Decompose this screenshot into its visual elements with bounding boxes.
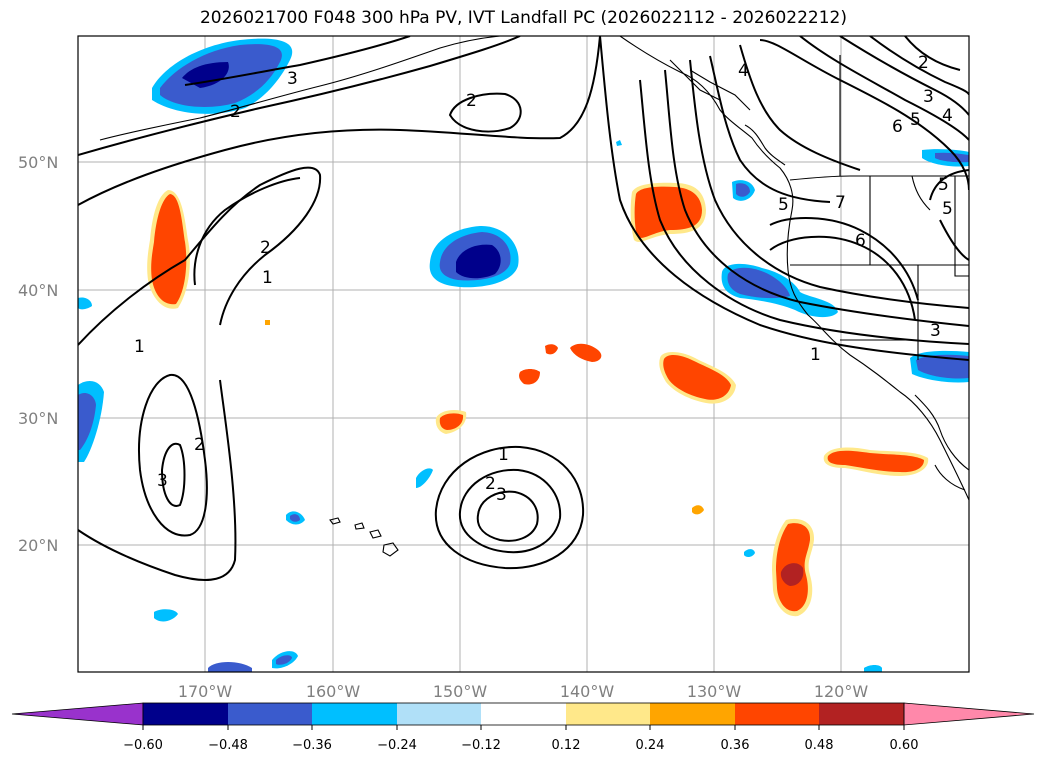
colorbar-tick: 0.24	[636, 738, 665, 753]
lon-label-120w: 120°W	[814, 682, 869, 701]
map-content: 3 2 2 2 1 1 2 3 1 2 3 4 5 6 7 6 5 3 1 2 …	[78, 36, 969, 672]
contour-label: 1	[134, 337, 145, 357]
pv-positive-anomalies	[147, 182, 929, 617]
map-title: 2026021700 F048 300 hPa PV, IVT Landfall…	[199, 8, 847, 28]
colorbar-seg-1	[228, 703, 312, 725]
contour-label: 3	[496, 485, 507, 505]
colorbar-seg-7	[735, 703, 819, 725]
contour-label: 2	[194, 435, 205, 455]
lon-label-160w: 160°W	[306, 682, 361, 701]
lat-label-20n: 20°N	[18, 536, 58, 555]
contour-label: 5	[778, 195, 789, 215]
colorbar-tick: 0.60	[890, 738, 919, 753]
contour-label: 4	[942, 106, 953, 126]
contour-label: 6	[892, 117, 903, 137]
contour-label: 2	[466, 91, 477, 111]
lon-label-140w: 140°W	[560, 682, 615, 701]
contour-label: 2	[918, 53, 929, 73]
map-frame	[77, 35, 970, 673]
colorbar-tick: 0.48	[805, 738, 834, 753]
lon-label-150w: 150°W	[433, 682, 488, 701]
colorbar-tick: −0.60	[123, 738, 163, 753]
colorbar: −0.60 −0.48 −0.36 −0.24 −0.12 0.12 0.24 …	[11, 702, 1035, 753]
colorbar-tick: −0.48	[208, 738, 248, 753]
colorbar-tick: 0.36	[721, 738, 750, 753]
contour-label: 5	[910, 110, 921, 130]
latitude-labels: 50°N 40°N 30°N 20°N	[18, 153, 58, 555]
contour-label: 3	[157, 471, 168, 491]
contour-label: 4	[738, 61, 749, 81]
colorbar-seg-3	[397, 703, 481, 725]
contour-label: 6	[855, 231, 866, 251]
contour-label: 2	[260, 238, 271, 258]
colorbar-seg-5	[566, 703, 650, 725]
colorbar-seg-0	[143, 703, 228, 725]
colorbar-seg-4	[481, 703, 566, 725]
contour-label: 3	[923, 87, 934, 107]
ivt-contours	[78, 36, 969, 581]
colorbar-tick: −0.36	[292, 738, 332, 753]
lat-label-50n: 50°N	[18, 153, 58, 172]
map-background	[78, 36, 969, 672]
lon-label-130w: 130°W	[687, 682, 742, 701]
lat-label-30n: 30°N	[18, 409, 58, 428]
contour-label: 2	[230, 102, 241, 122]
lat-label-40n: 40°N	[18, 281, 58, 300]
contour-label: 3	[287, 69, 298, 89]
contour-label: 3	[930, 321, 941, 341]
contour-label: 1	[262, 268, 273, 288]
contour-label: 1	[810, 345, 821, 365]
coastlines	[99, 36, 969, 557]
contour-label: 1	[498, 445, 509, 465]
contour-label: 5	[938, 175, 949, 195]
colorbar-seg-2	[312, 703, 397, 725]
contour-label: 7	[835, 193, 846, 213]
contour-label: 2	[485, 474, 496, 494]
contour-labels: 3 2 2 2 1 1 2 3 1 2 3 4 5 6 7 6 5 3 1 2 …	[134, 53, 953, 505]
colorbar-tick: −0.24	[377, 738, 417, 753]
colorbar-tick: −0.12	[461, 738, 501, 753]
gridlines	[78, 36, 969, 672]
colorbar-seg-6	[650, 703, 735, 725]
colorbar-seg-pink	[903, 702, 1035, 726]
colorbar-seg-purple	[11, 702, 144, 726]
colorbar-seg-8	[819, 703, 904, 725]
contour-label: 5	[942, 199, 953, 219]
lon-label-170w: 170°W	[178, 682, 233, 701]
colorbar-tick: 0.12	[552, 738, 581, 753]
longitude-labels: 170°W 160°W 150°W 140°W 130°W 120°W	[178, 682, 869, 701]
